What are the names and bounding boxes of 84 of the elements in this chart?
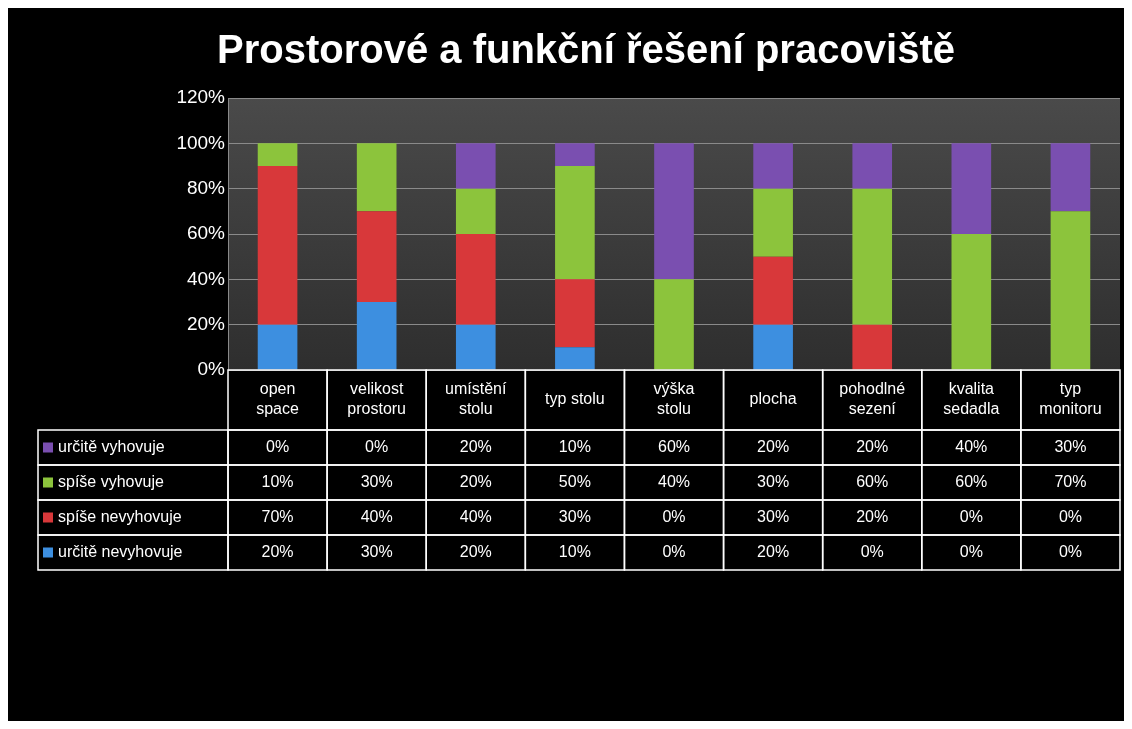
- data-label: 20%: [856, 507, 889, 525]
- bar: [852, 324, 893, 370]
- bar: [753, 143, 793, 189]
- data-label: 30%: [1054, 437, 1087, 455]
- y-tick-label: 20%: [186, 312, 226, 334]
- data-label: 70%: [261, 507, 294, 525]
- x-tick-label: plocha: [749, 390, 797, 408]
- bar: [951, 234, 992, 370]
- x-tick-label: umístění stolu: [445, 380, 508, 418]
- bar: [455, 188, 496, 234]
- x-tick-label: výška stolu: [653, 380, 695, 418]
- data-label: 70%: [1054, 472, 1087, 490]
- bar: [1050, 143, 1091, 212]
- data-label: 0%: [662, 542, 686, 560]
- data-label: 10%: [558, 542, 591, 560]
- bar: [356, 211, 397, 302]
- bar: [555, 347, 595, 370]
- bar: [257, 166, 298, 325]
- bar: [555, 143, 595, 166]
- data-label: 40%: [459, 507, 492, 525]
- legend-label: určitě vyhovuje: [58, 437, 165, 455]
- data-label: 30%: [757, 472, 790, 490]
- data-label: 30%: [757, 507, 790, 525]
- data-label: 30%: [360, 542, 393, 560]
- y-tick-label: 100%: [176, 131, 226, 153]
- data-label: 0%: [860, 542, 884, 560]
- data-label: 40%: [657, 472, 691, 490]
- data-label: 30%: [558, 507, 591, 525]
- data-label: 0%: [1058, 507, 1083, 525]
- x-tick-label: kvalita sedadla: [943, 380, 1000, 418]
- data-label: 60%: [955, 472, 988, 490]
- data-label: 20%: [757, 437, 790, 455]
- data-label: 20%: [757, 542, 790, 560]
- bar: [753, 324, 793, 370]
- x-tick-label: pohodlné sezení: [839, 380, 906, 418]
- x-tick-label: typ monitoru: [1039, 380, 1102, 418]
- x-tick-label: open space: [256, 380, 299, 418]
- y-tick-label: 80%: [186, 176, 226, 198]
- bar: [455, 324, 496, 370]
- bar: [1050, 211, 1091, 370]
- bar: [356, 302, 397, 370]
- bar: [654, 143, 694, 280]
- data-label: 20%: [459, 542, 492, 560]
- bar: [455, 234, 496, 325]
- y-tick-label: 120%: [176, 86, 226, 108]
- data-label: 40%: [955, 437, 988, 455]
- x-tick-label: typ stolu: [545, 390, 605, 408]
- data-label: 50%: [558, 472, 591, 490]
- bar: [852, 188, 893, 325]
- bar: [654, 279, 694, 370]
- data-label: 20%: [261, 542, 294, 560]
- data-label: 30%: [360, 472, 393, 490]
- data-label: 60%: [657, 437, 691, 455]
- data-label: 0%: [365, 437, 389, 455]
- data-label: 0%: [1058, 542, 1083, 560]
- data-label: 20%: [459, 472, 492, 490]
- chart-title: Prostorové a funkční řešení pracoviště: [216, 27, 956, 72]
- data-label: 0%: [662, 507, 686, 525]
- bar: [356, 143, 397, 212]
- data-label: 40%: [360, 507, 393, 525]
- y-tick-label: 60%: [186, 222, 226, 244]
- data-label: 0%: [959, 507, 983, 525]
- x-tick-label: velikost prostoru: [347, 380, 407, 418]
- bar: [555, 166, 595, 280]
- y-tick-label: 40%: [186, 267, 226, 289]
- bar: [951, 143, 992, 234]
- data-label: 60%: [856, 472, 889, 490]
- bar: [455, 143, 496, 189]
- data-label: 0%: [265, 437, 290, 455]
- bar: [555, 279, 595, 348]
- data-label: 10%: [261, 472, 294, 490]
- bar: [753, 188, 793, 257]
- bar: [852, 143, 893, 189]
- legend-label: spíše vyhovuje: [58, 472, 164, 490]
- data-label: 10%: [558, 437, 591, 455]
- data-label: 20%: [856, 437, 889, 455]
- bar: [257, 143, 298, 166]
- legend-label: určitě nevyhovuje: [58, 542, 183, 560]
- data-label: 20%: [459, 437, 492, 455]
- data-label: 0%: [959, 542, 983, 560]
- bar: [753, 256, 793, 325]
- legend-label: spíše nevyhovuje: [58, 507, 182, 525]
- bar: [257, 324, 298, 370]
- y-tick-label: 0%: [197, 358, 226, 380]
